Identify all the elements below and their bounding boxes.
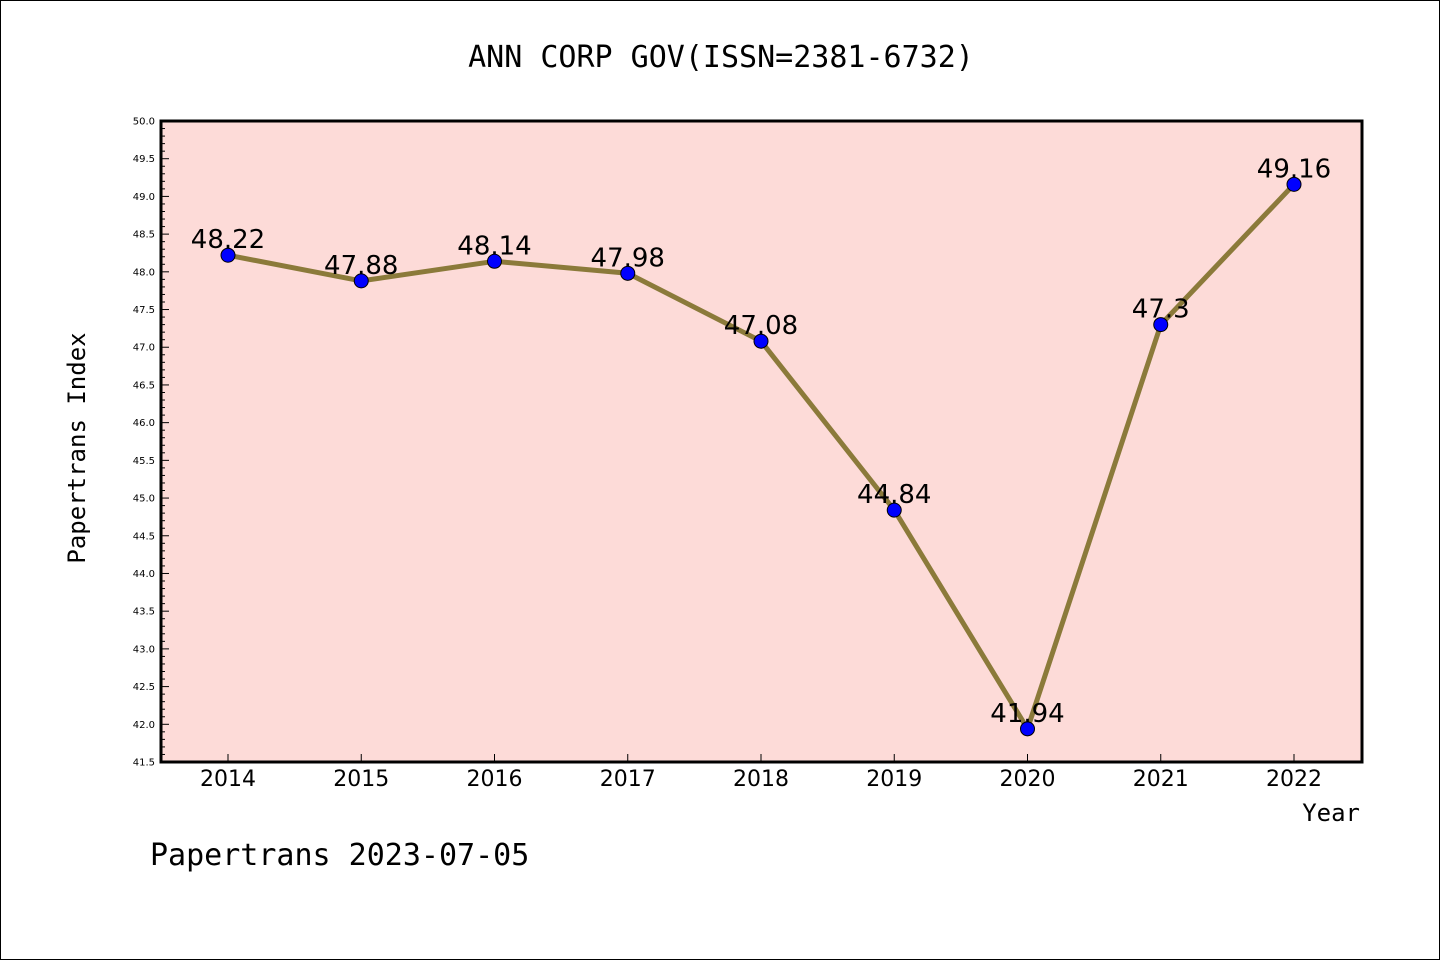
data-point bbox=[487, 253, 502, 269]
data-point bbox=[620, 265, 636, 281]
data-point bbox=[353, 273, 369, 289]
y-tick-label: 50.0 bbox=[133, 117, 155, 128]
data-label: 47.98 bbox=[591, 243, 665, 273]
data-label: 44.84 bbox=[857, 480, 931, 510]
data-label: 47.3 bbox=[1132, 295, 1190, 325]
data-point bbox=[886, 502, 902, 518]
x-tick-label: 2019 bbox=[866, 767, 922, 792]
y-tick-label: 45.0 bbox=[133, 494, 155, 505]
x-tick-label: 2014 bbox=[200, 767, 256, 792]
y-axis-title: Papertrans Index bbox=[63, 332, 91, 563]
y-tick-label: 47.5 bbox=[133, 305, 155, 316]
y-tick-label: 43.5 bbox=[133, 607, 155, 618]
plot-area bbox=[161, 121, 1362, 762]
x-tick-label: 2021 bbox=[1133, 767, 1189, 792]
y-tick-label: 42.0 bbox=[133, 720, 155, 731]
y-tick-label: 43.0 bbox=[133, 644, 155, 655]
y-tick-label: 48.0 bbox=[133, 267, 155, 278]
data-label: 47.88 bbox=[324, 251, 398, 281]
y-tick-label: 47.0 bbox=[133, 343, 155, 354]
y-tick-label: 49.5 bbox=[133, 154, 155, 165]
data-label: 48.14 bbox=[457, 231, 531, 261]
plot-border bbox=[159, 119, 1364, 764]
footer-text: Papertrans 2023-07-05 bbox=[150, 838, 529, 873]
data-label: 49.16 bbox=[1257, 154, 1331, 184]
y-tick-label: 44.5 bbox=[133, 531, 155, 542]
y-tick-label: 46.0 bbox=[133, 418, 155, 429]
x-tick-label: 2018 bbox=[733, 767, 789, 792]
chart-title: ANN CORP GOV(ISSN=2381-6732) bbox=[468, 40, 974, 75]
data-point bbox=[1020, 721, 1035, 737]
y-tick-label: 41.5 bbox=[133, 758, 155, 769]
x-tick-label: 2022 bbox=[1266, 767, 1322, 792]
y-tick-label: 49.0 bbox=[133, 192, 155, 203]
x-axis: 2014 2015 2016 2017 2018 2019 2020 2021 2022 bbox=[200, 754, 1322, 792]
data-point bbox=[1286, 176, 1302, 192]
x-tick-label: 2015 bbox=[333, 767, 389, 792]
y-tick-label: 46.5 bbox=[133, 380, 155, 391]
y-tick-label: 45.5 bbox=[133, 456, 155, 467]
series bbox=[220, 176, 1302, 737]
x-tick-label: 2016 bbox=[467, 767, 523, 792]
data-point bbox=[753, 333, 769, 349]
data-point bbox=[1153, 317, 1169, 333]
x-tick-label: 2020 bbox=[1000, 767, 1056, 792]
data-label: 41.94 bbox=[990, 699, 1064, 729]
data-label: 48.22 bbox=[191, 225, 265, 255]
y-tick-label: 48.5 bbox=[133, 230, 155, 241]
y-tick-label: 42.5 bbox=[133, 682, 155, 693]
x-axis-title: Year bbox=[1302, 799, 1360, 827]
data-labels: 48.22 47.88 48.14 47.98 47.08 44.84 41.94 47.3 4… bbox=[191, 154, 1331, 728]
x-tick-label: 2017 bbox=[600, 767, 656, 792]
y-tick-label: 44.0 bbox=[133, 569, 155, 580]
data-label: 47.08 bbox=[724, 311, 798, 341]
data-point bbox=[220, 247, 236, 263]
